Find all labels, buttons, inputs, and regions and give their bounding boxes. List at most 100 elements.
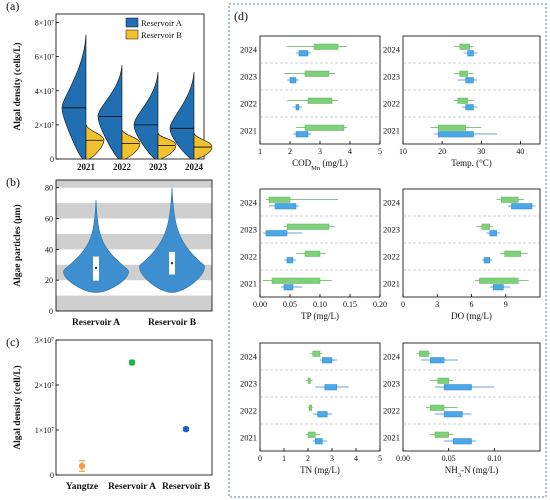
box-green-2024 (313, 43, 339, 50)
panel-a-label: (a) (6, 0, 19, 13)
subplot-xtick-label: 20 (438, 147, 446, 156)
subplot-xlabel: TP (mg/L) (301, 311, 339, 321)
box-blue-2023 (489, 230, 497, 237)
box-blue-2023 (324, 384, 338, 391)
panel-c-xtick-label: Yangtze (66, 482, 98, 492)
subplot-xtick-label: 3 (330, 454, 334, 463)
year-label: 2022 (383, 252, 400, 262)
subplot-xtick-label: 0.10 (487, 454, 501, 463)
box-green-2022 (504, 250, 521, 257)
panel-b-xtick-label: Reservoir A (72, 318, 120, 328)
box-green-2024 (268, 196, 291, 203)
box-blue-2024 (430, 357, 445, 364)
box-blue-2022 (483, 257, 491, 264)
box-green-2022 (430, 404, 445, 411)
violin-reservoir-a-2021 (61, 34, 87, 160)
year-label: 2023 (240, 72, 257, 82)
median-dot (170, 262, 174, 265)
year-label: 2021 (240, 433, 257, 443)
year-label: 2024 (383, 45, 401, 55)
box-green-2022 (457, 97, 468, 104)
box-green-2023 (481, 223, 491, 230)
box-blue-2021 (492, 284, 504, 291)
box-green-2022 (308, 404, 312, 411)
subplot-xtick-label: 40 (516, 147, 524, 156)
box-green-2022 (307, 97, 333, 104)
year-label: 2022 (383, 406, 400, 416)
year-label: 2021 (383, 126, 400, 136)
violin-reservoir-b-2022 (121, 129, 141, 160)
year-label: 2024 (383, 198, 401, 208)
box-green-2023 (286, 223, 330, 230)
panel-a-xtick-label: 2021 (77, 162, 96, 172)
violin-reservoir-b-2023 (157, 133, 177, 160)
box-blue-2022 (295, 104, 300, 111)
legend-label-reservoir-b: Reservoir B (141, 30, 182, 40)
box-green-2021 (434, 431, 449, 438)
panel-b-ytick-label: 0 (49, 307, 53, 316)
subplot-xtick-label: 6 (470, 300, 474, 309)
subplot-xlabel: DO (mg/L) (451, 311, 492, 321)
subplot-xlabel: NH3-N (mg/L) (445, 465, 499, 479)
background-band (56, 295, 212, 311)
box-blue-2022 (465, 104, 474, 111)
subplot-xtick-label: 2 (306, 454, 310, 463)
background-band (56, 203, 212, 219)
subplot-xtick-label: 2 (288, 147, 292, 156)
subplot-xtick-label: 1 (282, 454, 286, 463)
panel-b-label: (b) (6, 175, 20, 189)
violin-reservoir-a-2024 (169, 71, 195, 160)
panel-a-xtick-label: 2023 (149, 162, 168, 172)
subplot-xtick-label: 0.00 (396, 454, 410, 463)
panel-d-border (228, 3, 547, 498)
box-blue-2024 (467, 50, 474, 57)
point-reservoir-a (128, 359, 136, 366)
panel-c-label: (c) (6, 335, 19, 349)
subplot-xtick-label: 10 (399, 147, 407, 156)
point-reservoir-b (182, 425, 190, 433)
subplot-xtick-label: 0.10 (313, 300, 327, 309)
box-green-2023 (304, 70, 330, 77)
subplot-xtick-label: 5 (378, 454, 382, 463)
subplot-xtick-label: 0 (258, 454, 262, 463)
panel-a-ytick-label: 2×10⁷ (35, 121, 55, 130)
panel-a-ylabel: Algal density (cells/L) (12, 42, 23, 130)
subplot-xlabel: Temp. (°C) (451, 158, 491, 168)
subplot-xtick-label: 4 (354, 454, 358, 463)
year-label: 2024 (240, 45, 258, 55)
year-label: 2022 (240, 99, 257, 109)
legend-swatch-reservoir-b (125, 29, 139, 40)
year-label: 2024 (240, 352, 258, 362)
panel-c-ytick-label: 3×10⁷ (35, 336, 55, 345)
violin-reservoir-b (139, 187, 205, 293)
panel-b-ytick-label: 80 (45, 184, 53, 193)
box-blue-2022 (317, 411, 328, 418)
box-green-2023 (459, 70, 468, 77)
box-blue-2023 (465, 77, 474, 84)
panel-a-xtick-label: 2022 (113, 162, 132, 172)
subplot-xtick-label: 0 (401, 300, 405, 309)
panel-a-frame (55, 13, 205, 160)
box-blue-2021 (437, 131, 474, 138)
subplot-xtick-label: 5 (378, 147, 382, 156)
box-green-2021 (271, 277, 321, 284)
year-label: 2023 (240, 379, 257, 389)
box-blue-2024 (298, 50, 309, 57)
box-blue-2023 (265, 230, 288, 237)
panel-b-xtick-label: Reservoir B (148, 318, 197, 328)
background-band (56, 233, 212, 250)
subplot-xtick-label: 0.20 (373, 300, 387, 309)
year-label: 2021 (240, 126, 257, 136)
subplot-xtick-label: 30 (477, 147, 485, 156)
year-label: 2021 (383, 433, 400, 443)
violin-reservoir-b-2021 (85, 124, 105, 160)
box-blue-2024 (322, 357, 333, 364)
panel-c-ylabel: Algal density (cell/L) (12, 365, 23, 449)
year-label: 2023 (383, 225, 400, 235)
panel-a-xtick-label: 2024 (185, 162, 204, 172)
subplot-xlabel: CODMn (mg/L) (292, 158, 348, 172)
year-label: 2023 (383, 72, 400, 82)
box-green-2022 (304, 250, 321, 257)
panel-a-ytick-label: 4×10⁷ (35, 87, 55, 96)
